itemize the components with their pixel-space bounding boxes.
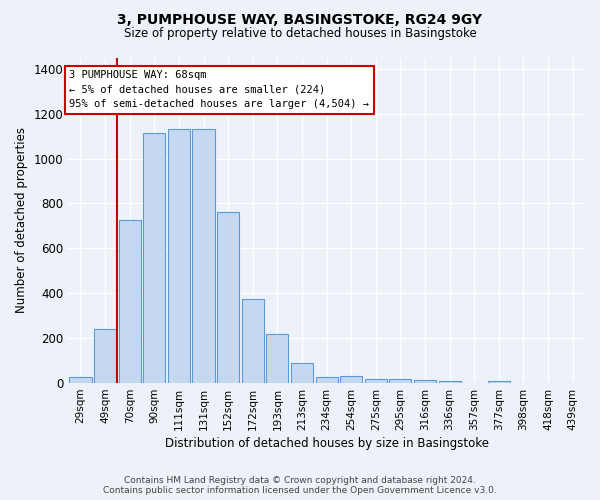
- Text: 3, PUMPHOUSE WAY, BASINGSTOKE, RG24 9GY: 3, PUMPHOUSE WAY, BASINGSTOKE, RG24 9GY: [118, 12, 482, 26]
- Text: Size of property relative to detached houses in Basingstoke: Size of property relative to detached ho…: [124, 28, 476, 40]
- Bar: [70, 377, 92, 383]
- Bar: [439, 382, 461, 383]
- X-axis label: Distribution of detached houses by size in Basingstoke: Distribution of detached houses by size …: [164, 437, 488, 450]
- Bar: [291, 364, 313, 383]
- Text: 3 PUMPHOUSE WAY: 68sqm
← 5% of detached houses are smaller (224)
95% of semi-det: 3 PUMPHOUSE WAY: 68sqm ← 5% of detached …: [70, 70, 370, 110]
- Text: Contains HM Land Registry data © Crown copyright and database right 2024.
Contai: Contains HM Land Registry data © Crown c…: [103, 476, 497, 495]
- Bar: [266, 334, 289, 383]
- Bar: [143, 132, 166, 383]
- Bar: [94, 329, 116, 383]
- Bar: [365, 378, 387, 383]
- Bar: [316, 377, 338, 383]
- Y-axis label: Number of detached properties: Number of detached properties: [15, 128, 28, 314]
- Bar: [168, 130, 190, 383]
- Bar: [217, 212, 239, 383]
- Bar: [119, 220, 141, 383]
- Bar: [389, 379, 412, 383]
- Bar: [242, 299, 264, 383]
- Bar: [414, 380, 436, 383]
- Bar: [340, 376, 362, 383]
- Bar: [193, 130, 215, 383]
- Bar: [488, 381, 510, 383]
